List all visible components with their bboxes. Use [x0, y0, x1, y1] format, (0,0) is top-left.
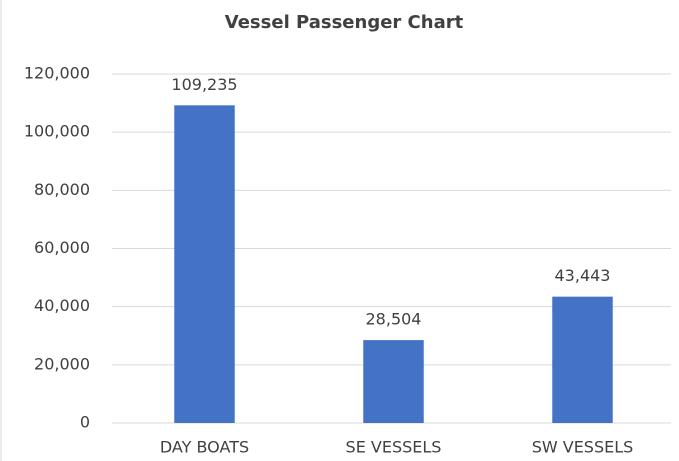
data-label: 28,504 [366, 310, 422, 329]
chart-title: Vessel Passenger Chart [225, 12, 464, 33]
data-label: 109,235 [171, 75, 237, 94]
x-tick-label: DAY BOATS [160, 438, 249, 457]
y-tick-label: 100,000 [24, 122, 90, 141]
bar [174, 105, 235, 424]
bar [552, 296, 613, 423]
x-tick-label: SE VESSELS [346, 438, 442, 457]
bar [363, 340, 424, 423]
y-tick-label: 120,000 [24, 64, 90, 83]
y-tick-label: 60,000 [34, 238, 90, 257]
data-label: 43,443 [555, 266, 611, 285]
y-tick-label: 20,000 [34, 354, 90, 373]
y-tick-label: 40,000 [34, 296, 90, 315]
x-tick-label: SW VESSELS [532, 438, 634, 457]
y-tick-label: 0 [80, 413, 90, 432]
y-tick-label: 80,000 [34, 180, 90, 199]
